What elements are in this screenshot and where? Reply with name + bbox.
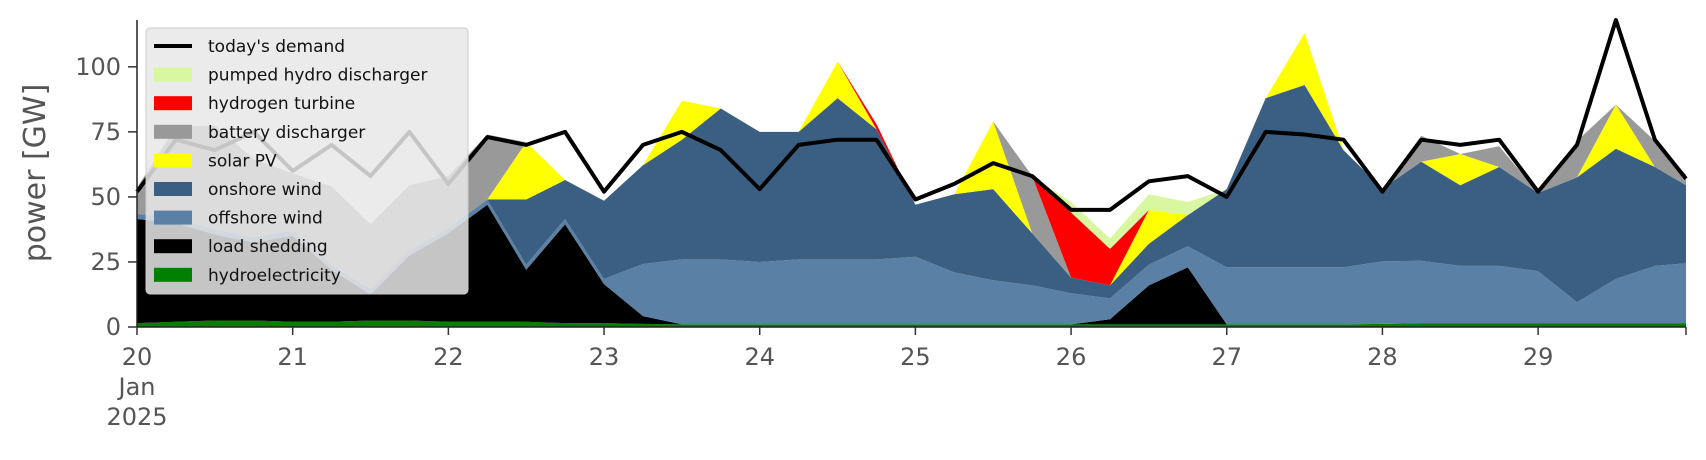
legend-swatch-solar-pv [154, 153, 192, 168]
x-tick-label: 25 [900, 343, 931, 371]
legend-label-battery-discharger: battery discharger [208, 123, 365, 143]
x-tick-label: 22 [433, 343, 464, 371]
legend-label-load-shedding: load shedding [208, 237, 328, 257]
y-tick-label: 100 [75, 53, 121, 81]
legend-label-hydrogen-turbine: hydrogen turbine [208, 94, 355, 114]
legend-swatch-load-shedding [154, 239, 192, 254]
legend-swatch-battery-discharger [154, 124, 192, 139]
y-axis-label-group: power [GW] [18, 84, 53, 263]
legend: today's demand pumped hydro discharger hyd… [145, 27, 469, 295]
stacked-areas [137, 33, 1686, 327]
legend-label-hydroelectricity: hydroelectricity [208, 266, 341, 286]
x-tick-label: 26 [1056, 343, 1087, 371]
legend-label-today-s-demand: today's demand [208, 37, 345, 57]
legend-swatch-offshore-wind [154, 210, 192, 225]
legend-label-offshore-wind: offshore wind [208, 209, 323, 229]
y-tick-label: 25 [90, 248, 121, 276]
x-tick-label: 24 [744, 343, 775, 371]
legend-label-pumped-hydro-discharger: pumped hydro discharger [208, 66, 427, 86]
x-tick-label: 20 [122, 343, 153, 371]
legend-swatch-hydroelectricity [154, 267, 192, 282]
legend-swatch-pumped-hydro-discharger [154, 67, 192, 82]
area-load-shedding [137, 204, 1686, 325]
legend-label-solar-pv: solar PV [208, 151, 277, 171]
legend-box [145, 27, 469, 295]
x-tick-label: 28 [1367, 343, 1398, 371]
x-tick-label: 29 [1523, 343, 1554, 371]
area-onshore-wind [137, 85, 1686, 303]
legend-swatch-onshore-wind [154, 182, 192, 196]
x-tick-label: 27 [1211, 343, 1242, 371]
y-tick-label: 50 [90, 183, 121, 211]
y-tick-label: 0 [106, 313, 121, 341]
y-axis-label: power [GW] [18, 84, 53, 263]
x-tick-label-date: Jan [117, 373, 156, 401]
x-tick-label: 23 [589, 343, 620, 371]
x-tick-label: 21 [277, 343, 308, 371]
y-tick-label: 75 [90, 118, 121, 146]
area-offshore-wind [137, 199, 1686, 325]
legend-label-onshore-wind: onshore wind [208, 180, 322, 200]
x-tick-label-date: 2025 [106, 403, 167, 431]
area-hydroelectricity [137, 320, 1686, 327]
legend-swatch-hydrogen-turbine [154, 96, 192, 111]
